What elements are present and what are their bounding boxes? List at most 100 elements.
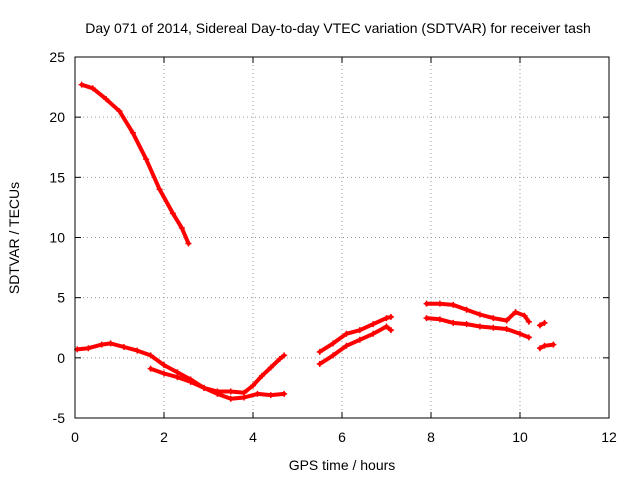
data-point: [316, 360, 323, 367]
data-point: [227, 388, 234, 395]
series-arc-5: [316, 313, 394, 355]
y-tick-label: 20: [49, 109, 65, 125]
series-line: [75, 341, 287, 401]
data-point: [316, 348, 323, 355]
data-point: [387, 327, 394, 334]
data-point: [161, 362, 167, 369]
grid: [75, 57, 609, 418]
data-point: [116, 108, 123, 115]
x-axis-label: GPS time / hours: [289, 457, 396, 473]
series-arc-4: [316, 323, 394, 367]
data-point: [476, 323, 483, 330]
data-point: [254, 390, 261, 397]
series-line: [317, 314, 393, 354]
series-line: [424, 316, 531, 340]
data-point: [343, 342, 350, 349]
series-arc-9: [537, 319, 548, 329]
y-tick-label: 10: [49, 230, 65, 246]
series-line: [424, 301, 531, 324]
data-point: [436, 300, 443, 307]
data-series: [74, 81, 557, 402]
data-point: [147, 352, 154, 359]
data-point: [343, 330, 350, 337]
data-point: [267, 364, 274, 371]
ticks: 0 2 4 6 8 10 12 -5 0 5 10 15 20 25: [49, 49, 617, 445]
data-point: [383, 315, 390, 322]
data-point: [356, 336, 363, 343]
data-point: [98, 341, 105, 348]
data-point: [387, 313, 394, 320]
data-point: [156, 186, 163, 193]
data-point: [187, 378, 194, 385]
data-point: [512, 309, 519, 316]
data-point: [147, 365, 154, 372]
data-point: [356, 327, 363, 334]
data-point: [185, 240, 192, 247]
x-tick-label: 2: [160, 429, 168, 445]
series-arc-2: [74, 340, 288, 402]
y-tick-label: 0: [57, 350, 65, 366]
data-point: [276, 356, 283, 363]
data-point: [550, 341, 557, 348]
data-point: [267, 392, 274, 399]
data-point: [201, 384, 208, 391]
series-arc-6: [423, 315, 532, 341]
x-tick-label: 10: [512, 429, 528, 445]
data-point: [521, 312, 528, 319]
data-point: [450, 301, 457, 308]
series-arc-7: [423, 300, 532, 325]
data-point: [537, 345, 544, 352]
data-point: [503, 325, 510, 332]
data-point: [281, 352, 288, 359]
data-point: [120, 344, 127, 351]
series-arc-8: [537, 341, 557, 352]
data-point: [169, 210, 176, 217]
data-point: [214, 388, 221, 395]
chart-title: Day 071 of 2014, Sidereal Day-to-day VTE…: [85, 20, 591, 36]
data-point: [517, 330, 523, 337]
data-point: [463, 321, 470, 328]
x-tick-label: 8: [427, 429, 435, 445]
data-point: [503, 317, 510, 324]
data-point: [85, 345, 92, 352]
x-tick-label: 6: [338, 429, 346, 445]
x-tick-label: 4: [249, 429, 257, 445]
series-arc-3: [147, 352, 288, 396]
data-point: [107, 340, 114, 347]
data-point: [330, 352, 337, 359]
data-point: [463, 306, 470, 313]
data-point: [383, 323, 390, 330]
data-point: [541, 342, 548, 349]
y-tick-label: 25: [49, 49, 65, 65]
data-point: [330, 340, 337, 347]
data-point: [103, 96, 110, 103]
data-point: [525, 334, 532, 341]
data-point: [541, 319, 548, 326]
series-arc-1: [78, 81, 192, 247]
data-point: [143, 156, 150, 163]
data-point: [370, 330, 377, 337]
y-tick-label: 5: [57, 290, 65, 306]
data-point: [178, 224, 185, 231]
x-tick-label: 0: [71, 429, 79, 445]
x-tick-label: 12: [601, 429, 617, 445]
data-point: [78, 81, 85, 88]
data-point: [537, 322, 544, 329]
data-point: [129, 129, 136, 136]
data-point: [89, 85, 96, 92]
data-point: [525, 318, 532, 325]
data-point: [370, 321, 377, 328]
data-point: [423, 315, 430, 322]
data-point: [134, 347, 141, 354]
data-point: [436, 316, 443, 323]
data-point: [250, 382, 256, 389]
y-tick-label: -5: [53, 410, 66, 426]
y-axis-label: SDTVAR / TECUs: [6, 182, 22, 294]
data-point: [241, 389, 248, 396]
data-point: [161, 370, 167, 377]
series-line: [148, 353, 287, 395]
data-point: [423, 300, 430, 307]
data-point: [227, 395, 234, 402]
